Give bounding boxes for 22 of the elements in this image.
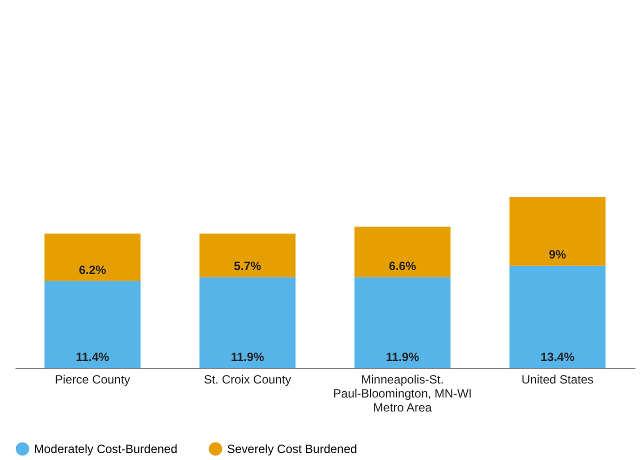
- bar: [44, 234, 141, 281]
- bar: [44, 280, 141, 368]
- legend-label: Severely Cost Burdened: [227, 442, 358, 456]
- bar: [199, 234, 296, 278]
- x-tick-label: Minneapolis-St. Paul-Bloomington, MN-WI Metro Area: [333, 372, 472, 414]
- data-label: 11.4%: [76, 350, 110, 364]
- x-tick-label: Pierce County: [54, 372, 130, 386]
- x-tick-label: United States: [521, 372, 594, 386]
- data-label: 5.7%: [234, 259, 262, 274]
- legend-label: Moderately Cost-Burdened: [34, 442, 178, 456]
- bar: [354, 277, 451, 368]
- data-label: 6.6%: [388, 259, 416, 274]
- x-tick-label: St. Croix County: [204, 372, 292, 386]
- bar: [509, 197, 606, 266]
- bar: [509, 266, 606, 368]
- data-label: 11.9%: [386, 350, 420, 364]
- data-label: 6.2%: [78, 262, 106, 277]
- data-label: 13.4%: [540, 350, 575, 364]
- data-label: 11.9%: [230, 350, 265, 364]
- bar: [354, 226, 451, 278]
- bar: [199, 277, 296, 368]
- data-label: 9%: [548, 248, 566, 262]
